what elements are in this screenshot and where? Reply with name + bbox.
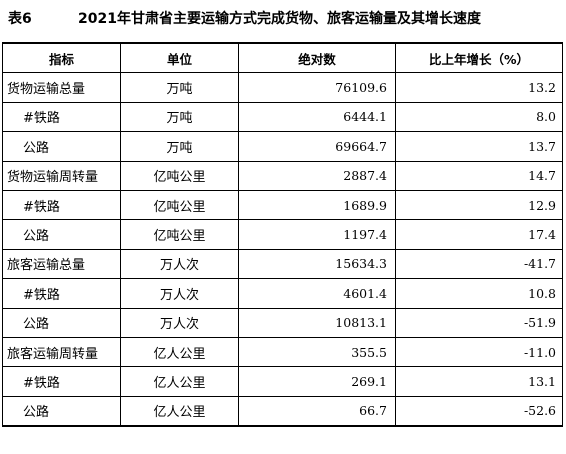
table-row: 公路 亿人公里 66.7 -52.6 — [2, 395, 563, 428]
header-row: 指标 单位 绝对数 比上年增长（%） — [2, 42, 563, 74]
cell-indicator: 公路 — [2, 131, 121, 162]
cell-growth: 13.7 — [395, 131, 563, 162]
cell-unit: 亿人公里 — [120, 366, 239, 397]
cell-growth: 17.4 — [395, 219, 563, 250]
table-row: 货物运输周转量 亿吨公里 2887.4 14.7 — [2, 160, 563, 191]
table-body: 货物运输总量 万吨 76109.6 13.2 #铁路 万吨 6444.1 8.0 公路 万吨 696… — [2, 72, 563, 428]
cell-growth: 12.9 — [395, 189, 563, 221]
cell-unit: 亿人公里 — [120, 336, 239, 368]
cell-absolute: 4601.4 — [238, 278, 396, 309]
cell-absolute: 269.1 — [238, 366, 396, 397]
cell-growth: 14.7 — [395, 160, 563, 191]
cell-absolute: 1689.9 — [238, 189, 396, 221]
cell-indicator: 旅客运输总量 — [2, 248, 121, 280]
cell-unit: 万人次 — [120, 248, 239, 280]
cell-absolute: 76109.6 — [238, 72, 396, 103]
table-row: 公路 亿吨公里 1197.4 17.4 — [2, 219, 563, 250]
cell-absolute: 6444.1 — [238, 101, 396, 133]
cell-indicator: 公路 — [2, 219, 121, 250]
header-growth: 比上年增长（%） — [395, 42, 563, 74]
table-row: #铁路 亿人公里 269.1 13.1 — [2, 366, 563, 397]
cell-indicator: 货物运输周转量 — [2, 160, 121, 191]
cell-absolute: 10813.1 — [238, 307, 396, 338]
cell-unit: 万吨 — [120, 131, 239, 162]
cell-indicator: #铁路 — [2, 189, 121, 221]
transport-table: 指标 单位 绝对数 比上年增长（%） 货物运输总量 万吨 76109.6 13.2 #铁… — [2, 42, 563, 428]
cell-indicator: 公路 — [2, 395, 121, 428]
cell-unit: 亿吨公里 — [120, 160, 239, 191]
cell-unit: 亿吨公里 — [120, 189, 239, 221]
cell-absolute: 66.7 — [238, 395, 396, 428]
table-row: 旅客运输周转量 亿人公里 355.5 -11.0 — [2, 336, 563, 368]
table-row: 货物运输总量 万吨 76109.6 13.2 — [2, 72, 563, 103]
cell-unit: 万人次 — [120, 278, 239, 309]
cell-unit: 亿吨公里 — [120, 219, 239, 250]
cell-unit: 万吨 — [120, 72, 239, 103]
table-row: 公路 万人次 10813.1 -51.9 — [2, 307, 563, 338]
table-row: 旅客运输总量 万人次 15634.3 -41.7 — [2, 248, 563, 280]
cell-absolute: 1197.4 — [238, 219, 396, 250]
table-number: 表6 — [8, 11, 32, 27]
cell-growth: 8.0 — [395, 101, 563, 133]
cell-growth: -11.0 — [395, 336, 563, 368]
cell-unit: 万吨 — [120, 101, 239, 133]
table-row: #铁路 万吨 6444.1 8.0 — [2, 101, 563, 133]
table-row: 公路 万吨 69664.7 13.7 — [2, 131, 563, 162]
cell-indicator: 公路 — [2, 307, 121, 338]
cell-absolute: 15634.3 — [238, 248, 396, 280]
header-unit: 单位 — [120, 42, 239, 74]
table-title: 表6 2021年甘肃省主要运输方式完成货物、旅客运输量及其增长速度 — [0, 8, 566, 30]
cell-absolute: 69664.7 — [238, 131, 396, 162]
cell-indicator: #铁路 — [2, 366, 121, 397]
cell-growth: -41.7 — [395, 248, 563, 280]
header-absolute: 绝对数 — [238, 42, 396, 74]
cell-indicator: 货物运输总量 — [2, 72, 121, 103]
cell-indicator: 旅客运输周转量 — [2, 336, 121, 368]
cell-indicator: #铁路 — [2, 278, 121, 309]
cell-indicator: #铁路 — [2, 101, 121, 133]
cell-growth: -52.6 — [395, 395, 563, 428]
cell-growth: 13.2 — [395, 72, 563, 103]
cell-growth: 10.8 — [395, 278, 563, 309]
header-indicator: 指标 — [2, 42, 121, 74]
cell-unit: 亿人公里 — [120, 395, 239, 428]
table-title-text: 2021年甘肃省主要运输方式完成货物、旅客运输量及其增长速度 — [78, 11, 481, 27]
cell-unit: 万人次 — [120, 307, 239, 338]
cell-growth: 13.1 — [395, 366, 563, 397]
table-row: #铁路 亿吨公里 1689.9 12.9 — [2, 189, 563, 221]
cell-growth: -51.9 — [395, 307, 563, 338]
cell-absolute: 2887.4 — [238, 160, 396, 191]
cell-absolute: 355.5 — [238, 336, 396, 368]
table-row: #铁路 万人次 4601.4 10.8 — [2, 278, 563, 309]
